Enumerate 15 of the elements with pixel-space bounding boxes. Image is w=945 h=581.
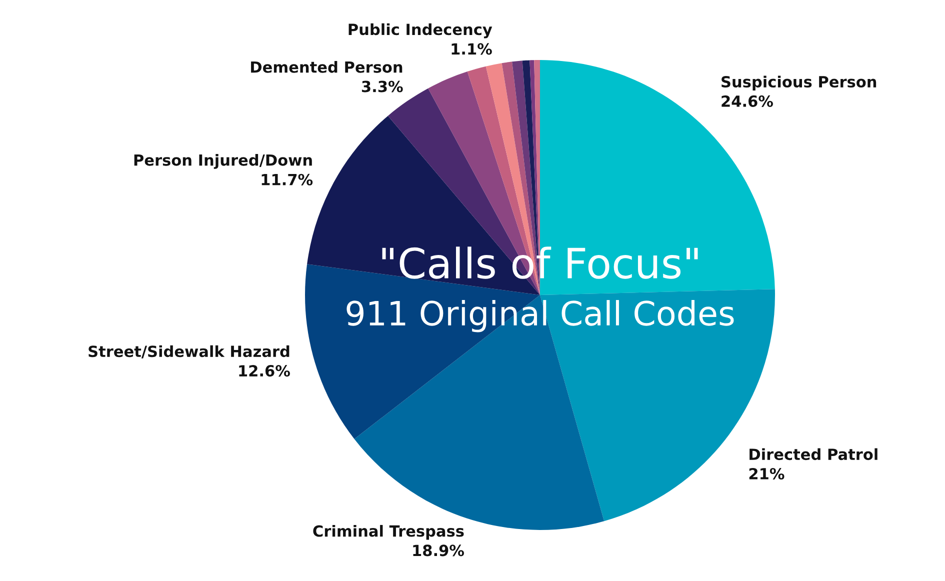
slice-label: Demented Person <box>251 61 402 73</box>
slice-label: Person Injured/Down <box>134 154 312 169</box>
data-label: 12.6% <box>239 365 290 377</box>
slice-label: Street/Sidewalk Hazard <box>88 345 290 358</box>
data-label: 24.6% <box>722 95 773 107</box>
data-label: 11.7% <box>262 174 313 186</box>
slice-label: Public Indecency <box>348 23 492 38</box>
slice-label: Suspicious Person <box>722 76 876 90</box>
text: 911 Original Call Codes <box>346 300 734 332</box>
data-label: 1.1% <box>452 43 492 55</box>
data-label: 3.3% <box>362 80 403 92</box>
data-label: 18.9% <box>413 544 464 556</box>
data-label: 21% <box>749 468 784 480</box>
slice-label: Criminal Trespass <box>313 524 464 540</box>
slice-label: Directed Patrol <box>750 448 878 460</box>
